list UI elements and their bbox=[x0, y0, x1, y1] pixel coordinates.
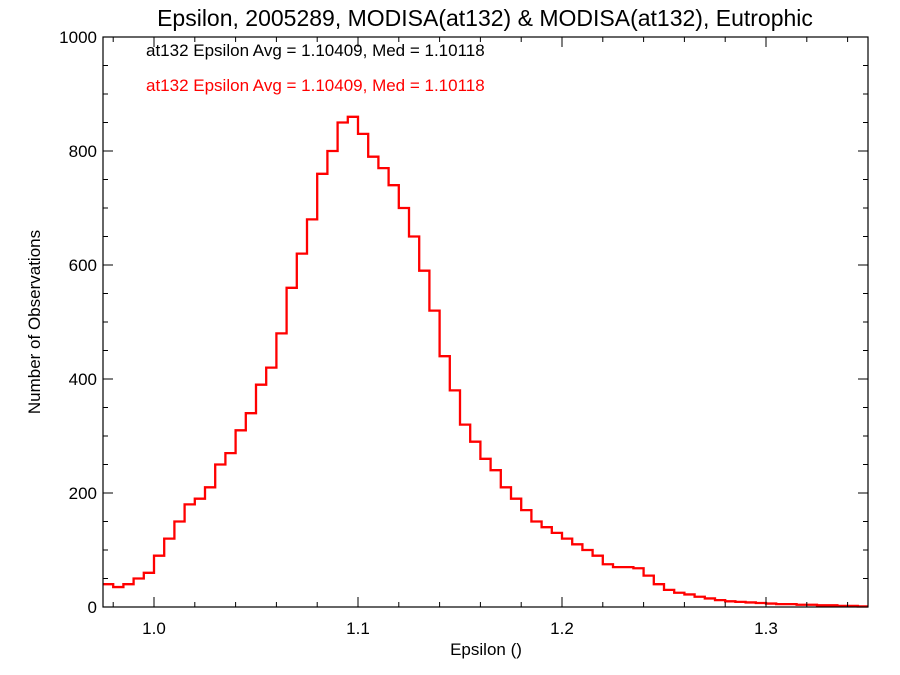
y-tick-label: 200 bbox=[69, 484, 97, 503]
y-tick-label: 400 bbox=[69, 370, 97, 389]
y-tick-label: 800 bbox=[69, 142, 97, 161]
x-axis-ticks: 1.0 1.1 1.2 1.3 bbox=[112, 37, 849, 638]
chart-title: Epsilon, 2005289, MODISA(at132) & MODISA… bbox=[157, 5, 813, 31]
series-line bbox=[103, 115, 868, 608]
y-axis-label: Number of Observations bbox=[25, 230, 44, 414]
x-tick-label: 1.0 bbox=[142, 619, 166, 638]
annotation-red: at132 Epsilon Avg = 1.10409, Med = 1.101… bbox=[146, 76, 485, 95]
annotation-black: at132 Epsilon Avg = 1.10409, Med = 1.101… bbox=[146, 41, 485, 60]
y-axis-ticks: 0 200 400 600 800 1000 bbox=[59, 28, 868, 617]
x-tick-label: 1.2 bbox=[550, 619, 574, 638]
y-tick-label: 0 bbox=[88, 598, 97, 617]
x-tick-label: 1.1 bbox=[346, 619, 370, 638]
x-tick-label: 1.3 bbox=[754, 619, 778, 638]
plot-area: 1.0 1.1 1.2 1.3 0 200 400 600 800 1000 bbox=[59, 28, 869, 638]
y-tick-label: 600 bbox=[69, 256, 97, 275]
y-tick-label: 1000 bbox=[59, 28, 97, 47]
x-axis-label: Epsilon () bbox=[450, 640, 522, 659]
